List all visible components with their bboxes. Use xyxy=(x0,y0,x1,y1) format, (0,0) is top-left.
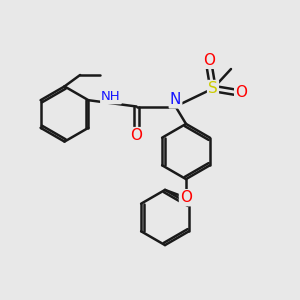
Text: S: S xyxy=(208,81,218,96)
Text: O: O xyxy=(130,128,142,143)
Text: O: O xyxy=(203,53,215,68)
Text: N: N xyxy=(170,92,181,107)
Text: O: O xyxy=(235,85,247,100)
Text: NH: NH xyxy=(101,90,121,103)
Text: O: O xyxy=(180,190,192,205)
